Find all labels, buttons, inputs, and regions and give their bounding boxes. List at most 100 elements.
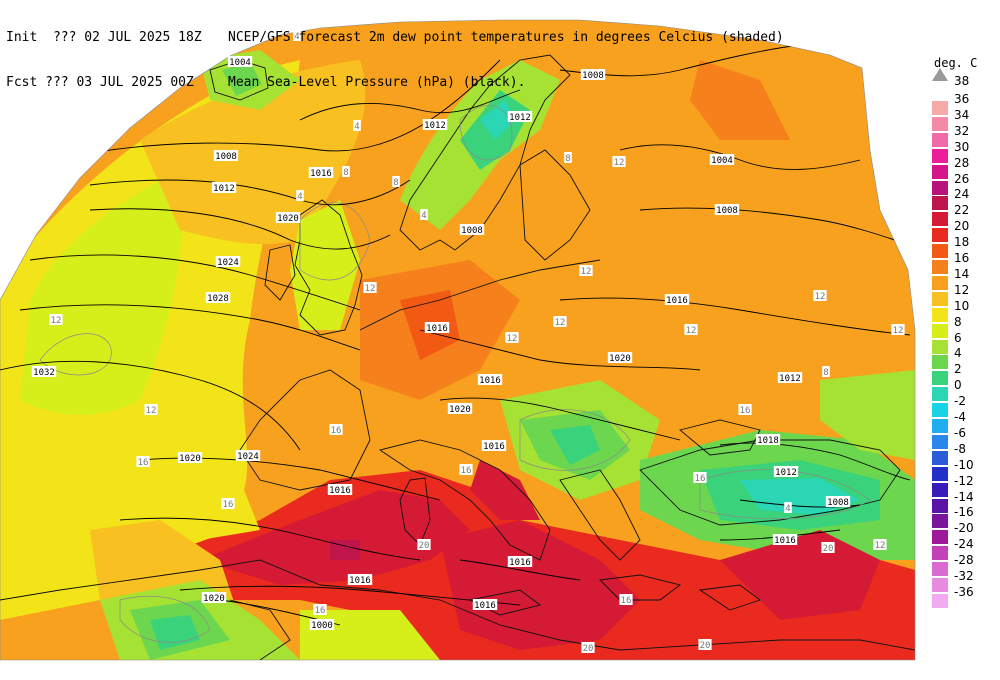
isobar-label: 1016 bbox=[426, 324, 448, 334]
legend-label: 18 bbox=[954, 235, 970, 250]
isobar-label: 1012 bbox=[779, 374, 801, 384]
dewpoint-label: 16 bbox=[695, 474, 706, 484]
legend-label: -16 bbox=[954, 505, 974, 520]
isobar-label: 1000 bbox=[311, 621, 333, 631]
isobar-label: 1008 bbox=[716, 206, 738, 216]
dewpoint-label-bg bbox=[891, 324, 905, 335]
dewpoint-label: 12 bbox=[507, 334, 518, 344]
title-line2: Mean Sea-Level Pressure (hPa) (black). bbox=[228, 75, 526, 90]
legend-swatch bbox=[932, 387, 948, 402]
isobar-label: 1020 bbox=[449, 405, 471, 415]
dewpoint-label: 12 bbox=[686, 326, 697, 336]
legend-item: -20 bbox=[932, 521, 974, 545]
dewpoint-label-bg bbox=[564, 152, 572, 163]
legend-label: 32 bbox=[954, 123, 970, 138]
dewpoint-label: 8 bbox=[823, 368, 828, 378]
legend-item: 20 bbox=[932, 219, 969, 243]
legend-label: -12 bbox=[954, 473, 974, 488]
legend-label: -8 bbox=[954, 441, 966, 456]
dewpoint-label-bg bbox=[684, 324, 698, 335]
isobar-label: 1020 bbox=[277, 214, 299, 224]
isobar-label-bg bbox=[275, 212, 301, 223]
dewpoint-labels: 4 4 4 8 8 4 8 12 12 12 12 12 12 12 12 16 16 16 16 16 16 20 20 2… bbox=[49, 30, 905, 654]
legend-item: 34 bbox=[932, 108, 969, 132]
legend-swatch bbox=[932, 260, 948, 274]
isobar-label: 1016 bbox=[479, 376, 501, 386]
isobar-label: 1020 bbox=[203, 594, 225, 604]
dewpoint-label: 12 bbox=[815, 292, 826, 302]
legend-item: 36 bbox=[932, 92, 969, 116]
isobar-label-bg bbox=[472, 599, 498, 610]
legend-swatch bbox=[932, 546, 948, 561]
dewpoint-label-bg bbox=[612, 156, 626, 167]
dewpoint-label-bg bbox=[363, 282, 377, 293]
legend-swatch bbox=[932, 307, 948, 322]
dewpoint-label-bg bbox=[136, 456, 150, 467]
legend-swatch bbox=[932, 116, 948, 131]
legend-label: 2 bbox=[954, 362, 962, 377]
legend-item: 28 bbox=[932, 156, 969, 180]
legend-item: -8 bbox=[932, 442, 966, 466]
isobar-label-bg bbox=[825, 496, 851, 507]
legend-swatch bbox=[932, 578, 948, 592]
legend-label: -6 bbox=[954, 425, 966, 440]
dewpoint-label-bg bbox=[822, 366, 830, 377]
legend-swatch bbox=[932, 403, 948, 418]
legend-label: 12 bbox=[954, 282, 970, 297]
legend-item: 16 bbox=[932, 251, 969, 275]
legend-title: deg. C bbox=[934, 56, 978, 70]
isobar-label-bg bbox=[773, 466, 799, 477]
isobar-label-bg bbox=[447, 403, 473, 414]
isobar-label: 1016 bbox=[666, 296, 688, 306]
isobar-label: 1020 bbox=[179, 454, 201, 464]
isobar-label: 1016 bbox=[349, 576, 371, 586]
legend-label: -4 bbox=[954, 410, 966, 424]
legend-swatch bbox=[932, 212, 948, 227]
legend-label: 6 bbox=[954, 330, 962, 345]
isobar-label: 1016 bbox=[310, 169, 332, 179]
legend-label: 30 bbox=[954, 139, 970, 154]
dewpoint-label-bg bbox=[784, 502, 792, 513]
isobar-label: 1016 bbox=[509, 558, 531, 568]
legend-swatch bbox=[932, 514, 948, 529]
legend-label: -14 bbox=[954, 489, 974, 504]
legend-label: 20 bbox=[954, 219, 970, 234]
legend-label: 16 bbox=[954, 251, 970, 265]
legend-swatch bbox=[932, 132, 948, 147]
legend-label: -36 bbox=[954, 584, 974, 599]
dewpoint-label-bg bbox=[420, 209, 428, 220]
legend-label: 8 bbox=[954, 314, 962, 329]
dewpoint-label-bg bbox=[821, 542, 835, 553]
legend-label: -20 bbox=[954, 521, 974, 536]
legend-label: 4 bbox=[954, 346, 962, 361]
legend-swatch bbox=[932, 101, 948, 115]
legend-label: 0 bbox=[954, 378, 962, 393]
isobar-label-bg bbox=[714, 204, 740, 215]
isobar-label-bg bbox=[235, 450, 261, 461]
dewpoint-label: 16 bbox=[740, 406, 751, 416]
isobar-label-bg bbox=[755, 434, 781, 445]
dewpoint-label-bg bbox=[49, 314, 63, 325]
isobar-label-bg bbox=[215, 256, 241, 267]
dewpoint-label: 4 bbox=[785, 504, 790, 514]
legend-swatch bbox=[932, 275, 948, 290]
legend-item: -24 bbox=[932, 537, 974, 561]
dewpoint-label: 12 bbox=[555, 318, 566, 328]
isobar-label-bg bbox=[459, 224, 485, 235]
legend-swatch bbox=[932, 148, 948, 163]
legend-item: 12 bbox=[932, 283, 969, 307]
isobar-label-bg bbox=[424, 322, 450, 333]
legend-label: 24 bbox=[954, 187, 970, 202]
legend-swatch bbox=[932, 244, 948, 259]
legend-swatch bbox=[932, 180, 948, 195]
dewpoint-label: 16 bbox=[223, 500, 234, 510]
isobar-label: 1012 bbox=[509, 113, 531, 123]
dewpoint-label: 20 bbox=[823, 544, 834, 554]
isobar-label: 1016 bbox=[329, 486, 351, 496]
isobar-label: 1004 bbox=[229, 58, 251, 68]
legend-item: -32 bbox=[932, 569, 974, 593]
legend-label: 10 bbox=[954, 298, 970, 313]
dewpoint-label-bg bbox=[581, 642, 595, 653]
isobar-label-bg bbox=[477, 374, 503, 385]
legend-label: 28 bbox=[954, 155, 970, 170]
